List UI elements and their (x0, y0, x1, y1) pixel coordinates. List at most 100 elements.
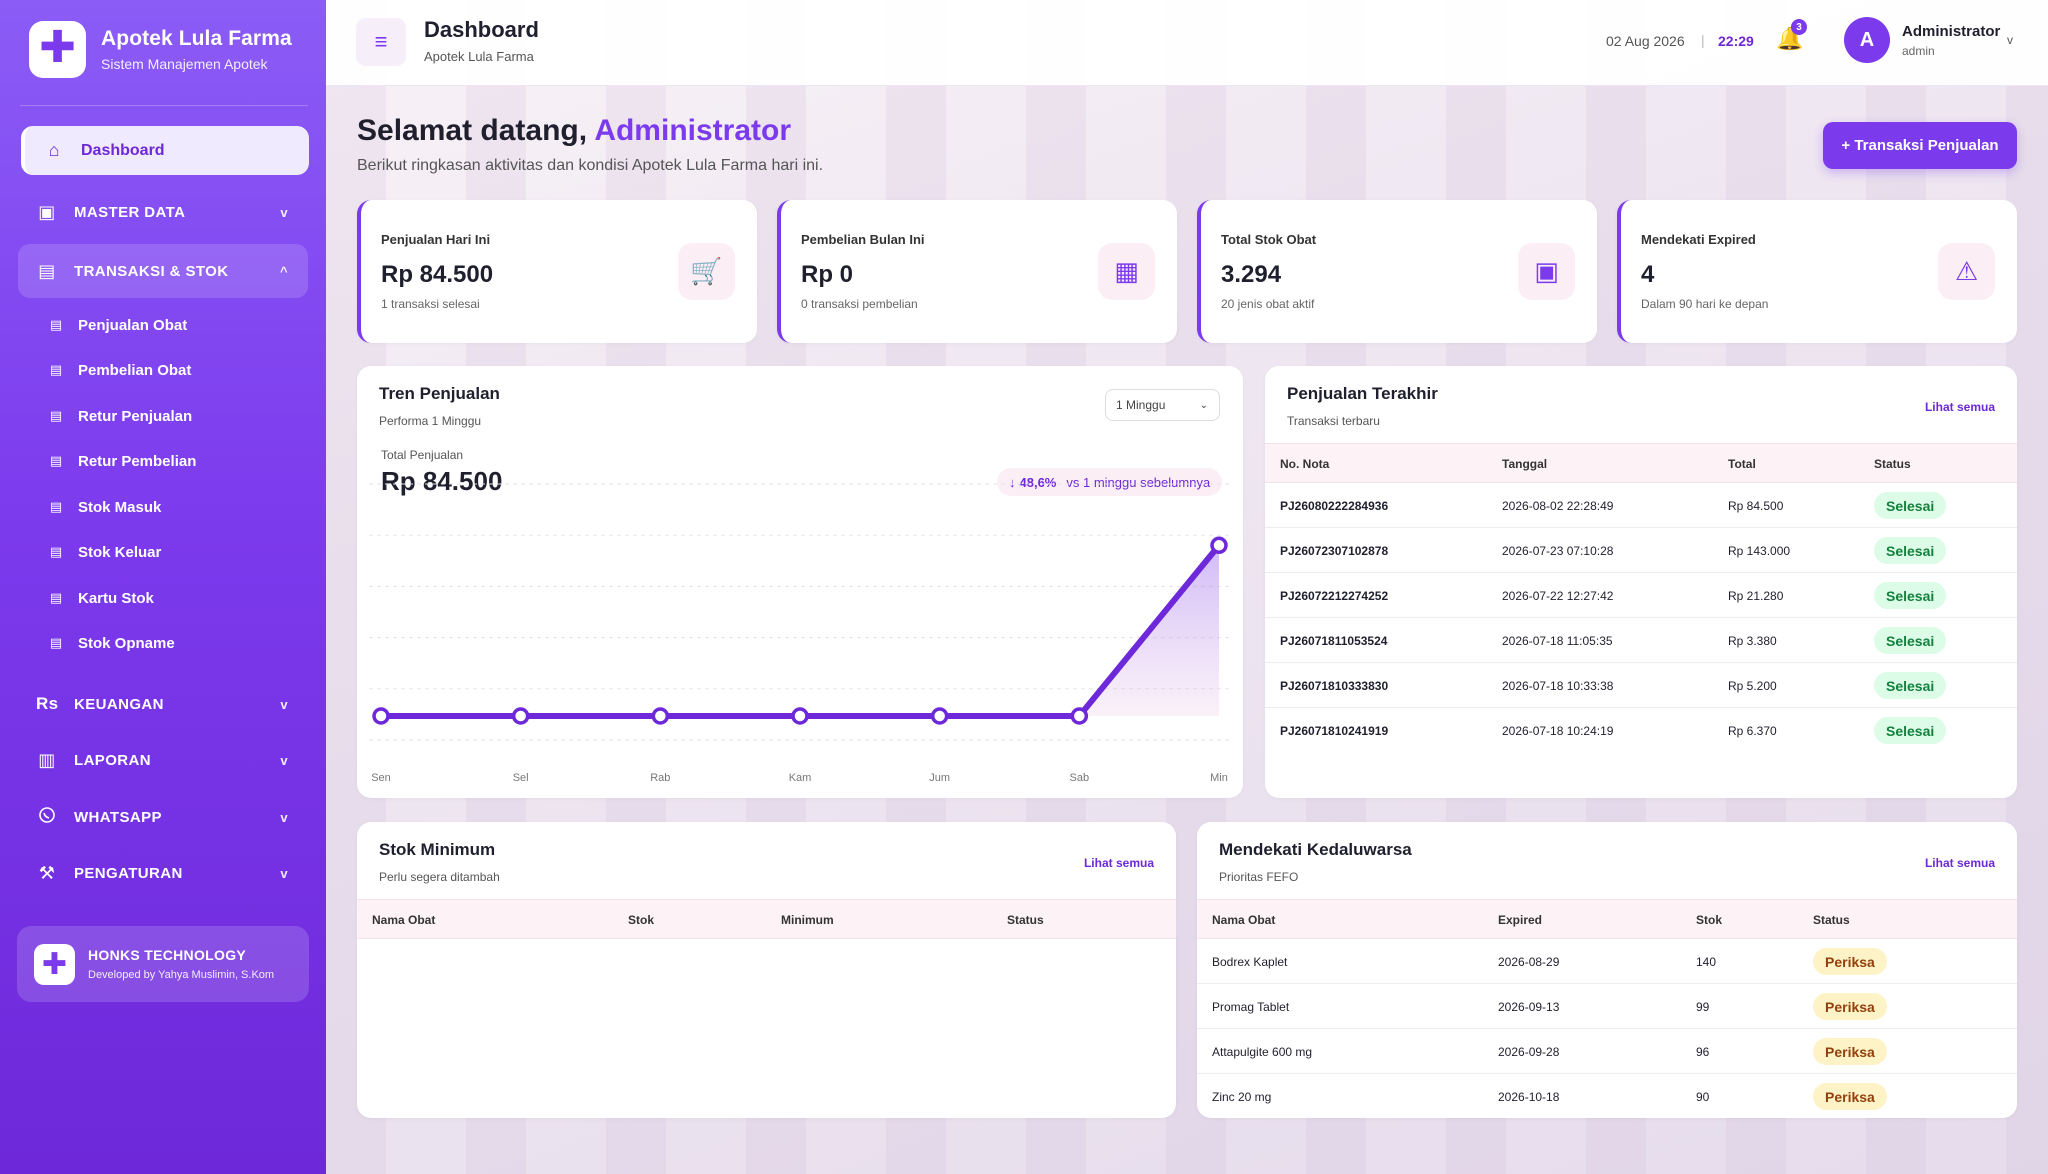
home-icon: ⌂ (48, 140, 60, 160)
cell-expired: 2026-08-29 (1498, 955, 1560, 969)
cart-icon: 🛒 (678, 243, 735, 300)
sidebar-item-whatsapp[interactable]: WHATSAPP v (18, 791, 308, 843)
stat-subtext: 1 transaksi selesai (381, 297, 480, 311)
topbar: ≡ Dashboard Apotek Lula Farma 02 Aug 202… (326, 0, 2048, 86)
sidebar-subitem-label: Stok Masuk (78, 498, 162, 516)
period-select[interactable]: 1 Minggu ⌄ (1105, 389, 1220, 421)
avatar[interactable]: A (1844, 17, 1890, 63)
cell-drug-name: Zinc 20 mg (1212, 1090, 1272, 1104)
cell-stock: 140 (1696, 955, 1717, 969)
table-row[interactable]: PJ26071810241919 2026-07-18 10:24:19 Rp … (1265, 708, 2017, 753)
sidebar-item-label: PENGATURAN (74, 864, 183, 882)
stat-card-sales-today[interactable]: Penjualan Hari Ini Rp 84.500 1 transaksi… (357, 200, 757, 343)
cell-total: Rp 6.370 (1728, 724, 1777, 738)
change-percent: 48,6% (1019, 474, 1057, 490)
brand[interactable]: ✚ Apotek Lula Farma Sistem Manajemen Apo… (29, 21, 292, 78)
status-badge: Selesai (1874, 582, 1947, 609)
table-row[interactable]: Attapulgite 600 mg 2026-09-28 96 Periksa (1197, 1029, 2017, 1074)
square-icon: ▣ (38, 201, 56, 222)
chevron-down-icon: v (280, 752, 288, 768)
sidebar-item-transaksi-stok[interactable]: ▤ TRANSAKSI & STOK ^ (18, 244, 308, 298)
table-row[interactable]: PJ26071810333830 2026-07-18 10:33:38 Rp … (1265, 663, 2017, 708)
card-title: Mendekati Kedaluwarsa (1219, 840, 1412, 859)
status-badge: Selesai (1874, 492, 1947, 519)
sidebar-item-master-data[interactable]: ▣ MASTER DATA v (18, 186, 308, 238)
stat-card-purchases-month[interactable]: Pembelian Bulan Ini Rp 0 0 transaksi pem… (777, 200, 1177, 343)
cell-stock: 99 (1696, 1000, 1710, 1014)
view-all-link[interactable]: Lihat semua (1924, 400, 1995, 414)
cell-drug-name: Promag Tablet (1212, 1000, 1290, 1014)
status-badge: Periksa (1813, 993, 1887, 1020)
sidebar-item-laporan[interactable]: ▥ LAPORAN v (18, 734, 308, 786)
sidebar-subitem-stok-opname[interactable]: ▤ Stok Opname (48, 628, 175, 658)
sidebar-subitem-stok-keluar[interactable]: ▤ Stok Keluar (48, 537, 162, 567)
plus-icon: ✚ (39, 22, 76, 72)
developer-title: HONKS TECHNOLOGY (88, 947, 247, 963)
table-row[interactable]: PJ26072212274252 2026-07-22 12:27:42 Rp … (1265, 573, 2017, 618)
sidebar-subitem-retur-pembelian[interactable]: ▤ Retur Pembelian (48, 446, 197, 476)
data-point (651, 707, 670, 725)
chevron-down-icon: ⌄ (1199, 399, 1208, 411)
welcome-subtitle: Berikut ringkasan aktivitas dan kondisi … (357, 157, 824, 174)
user-name[interactable]: Administrator (1902, 23, 2001, 40)
new-sales-transaction-button[interactable]: + Transaksi Penjualan (1823, 122, 2017, 169)
sidebar-subitem-stok-masuk[interactable]: ▤ Stok Masuk (48, 492, 162, 522)
user-role: admin (1902, 44, 1935, 58)
developer-card: ✚ HONKS TECHNOLOGY Developed by Yahya Mu… (17, 926, 309, 1002)
list-icon: ▤ (49, 453, 63, 468)
view-all-link[interactable]: Lihat semua (1924, 856, 1995, 870)
sidebar-subitem-penjualan-obat[interactable]: ▤ Penjualan Obat (48, 310, 187, 340)
table-row[interactable]: PJ26080222284936 2026-08-02 22:28:49 Rp … (1265, 483, 2017, 528)
page-title: Dashboard (424, 17, 539, 42)
grid-icon: ▦ (1098, 243, 1155, 300)
table-row[interactable]: Zinc 20 mg 2026-10-18 90 Periksa (1197, 1074, 2017, 1118)
sidebar-subitem-pembelian-obat[interactable]: ▤ Pembelian Obat (48, 355, 192, 385)
stat-subtext: Dalam 90 hari ke depan (1641, 297, 1769, 311)
table-row[interactable]: Bodrex Kaplet 2026-08-29 140 Periksa (1197, 939, 2017, 984)
cell-expired: 2026-09-28 (1498, 1045, 1560, 1059)
sidebar-item-label: KEUANGAN (74, 695, 164, 713)
table-header: Nama Obat Stok Minimum Status (357, 899, 1176, 939)
table-row[interactable]: Promag Tablet 2026-09-13 99 Periksa (1197, 984, 2017, 1029)
minimum-stock-table: Nama Obat Stok Minimum Status (357, 899, 1176, 939)
card-title: Tren Penjualan (379, 384, 500, 403)
welcome-name: Administrator (594, 114, 791, 147)
chevron-down-icon: v (280, 204, 288, 220)
sidebar-subitem-retur-penjualan[interactable]: ▤ Retur Penjualan (48, 401, 192, 431)
cell-date: 2026-08-02 22:28:49 (1502, 499, 1614, 513)
sidebar-subitem-label: Stok Opname (78, 634, 175, 652)
cell-date: 2026-07-18 10:24:19 (1502, 724, 1614, 738)
view-all-link[interactable]: Lihat semua (1083, 856, 1154, 870)
table-row[interactable]: PJ26071811053524 2026-07-18 11:05:35 Rp … (1265, 618, 2017, 663)
period-select-value: 1 Minggu (1116, 398, 1166, 412)
column-header: Minimum (781, 913, 834, 927)
data-point (1210, 536, 1228, 555)
cell-total: Rp 3.380 (1728, 634, 1777, 648)
stat-card-total-stock[interactable]: Total Stok Obat 3.294 20 jenis obat akti… (1197, 200, 1597, 343)
cell-nota: PJ26080222284936 (1280, 499, 1389, 513)
table-row[interactable]: PJ26072307102878 2026-07-23 07:10:28 Rp … (1265, 528, 2017, 573)
welcome-greeting: Selamat datang, (357, 114, 588, 147)
sidebar-subitem-kartu-stok[interactable]: ▤ Kartu Stok (48, 583, 154, 613)
column-header: Stok (1696, 913, 1723, 927)
stat-card-near-expiry[interactable]: Mendekati Expired 4 Dalam 90 hari ke dep… (1617, 200, 2017, 343)
stat-subtext: 0 transaksi pembelian (801, 297, 918, 311)
total-sales-value: Rp 84.500 (381, 466, 503, 496)
card-title: Stok Minimum (379, 840, 496, 859)
card-subtitle: Perlu segera ditambah (379, 870, 500, 884)
data-point (930, 707, 949, 725)
sidebar-item-pengaturan[interactable]: ⚒ PENGATURAN v (18, 847, 308, 899)
menu-toggle-button[interactable]: ≡ (356, 18, 406, 66)
sidebar-item-dashboard[interactable]: ⌂ Dashboard (21, 126, 309, 175)
column-header: Nama Obat (372, 913, 436, 927)
recent-sales-table: No. Nota Tanggal Total Status PJ26080222… (1265, 443, 2017, 753)
card-title: Penjualan Terakhir (1287, 384, 1438, 403)
total-sales-label: Total Penjualan (381, 448, 464, 462)
brand-subtitle: Sistem Manajemen Apotek (101, 56, 268, 72)
sidebar-item-keuangan[interactable]: Rs KEUANGAN v (18, 678, 308, 730)
cell-drug-name: Attapulgite 600 mg (1212, 1045, 1313, 1059)
chevron-down-icon[interactable]: v (2007, 33, 2013, 47)
stat-label: Mendekati Expired (1641, 232, 1756, 247)
cell-expired: 2026-10-18 (1498, 1090, 1560, 1104)
status-badge: Selesai (1874, 672, 1947, 699)
